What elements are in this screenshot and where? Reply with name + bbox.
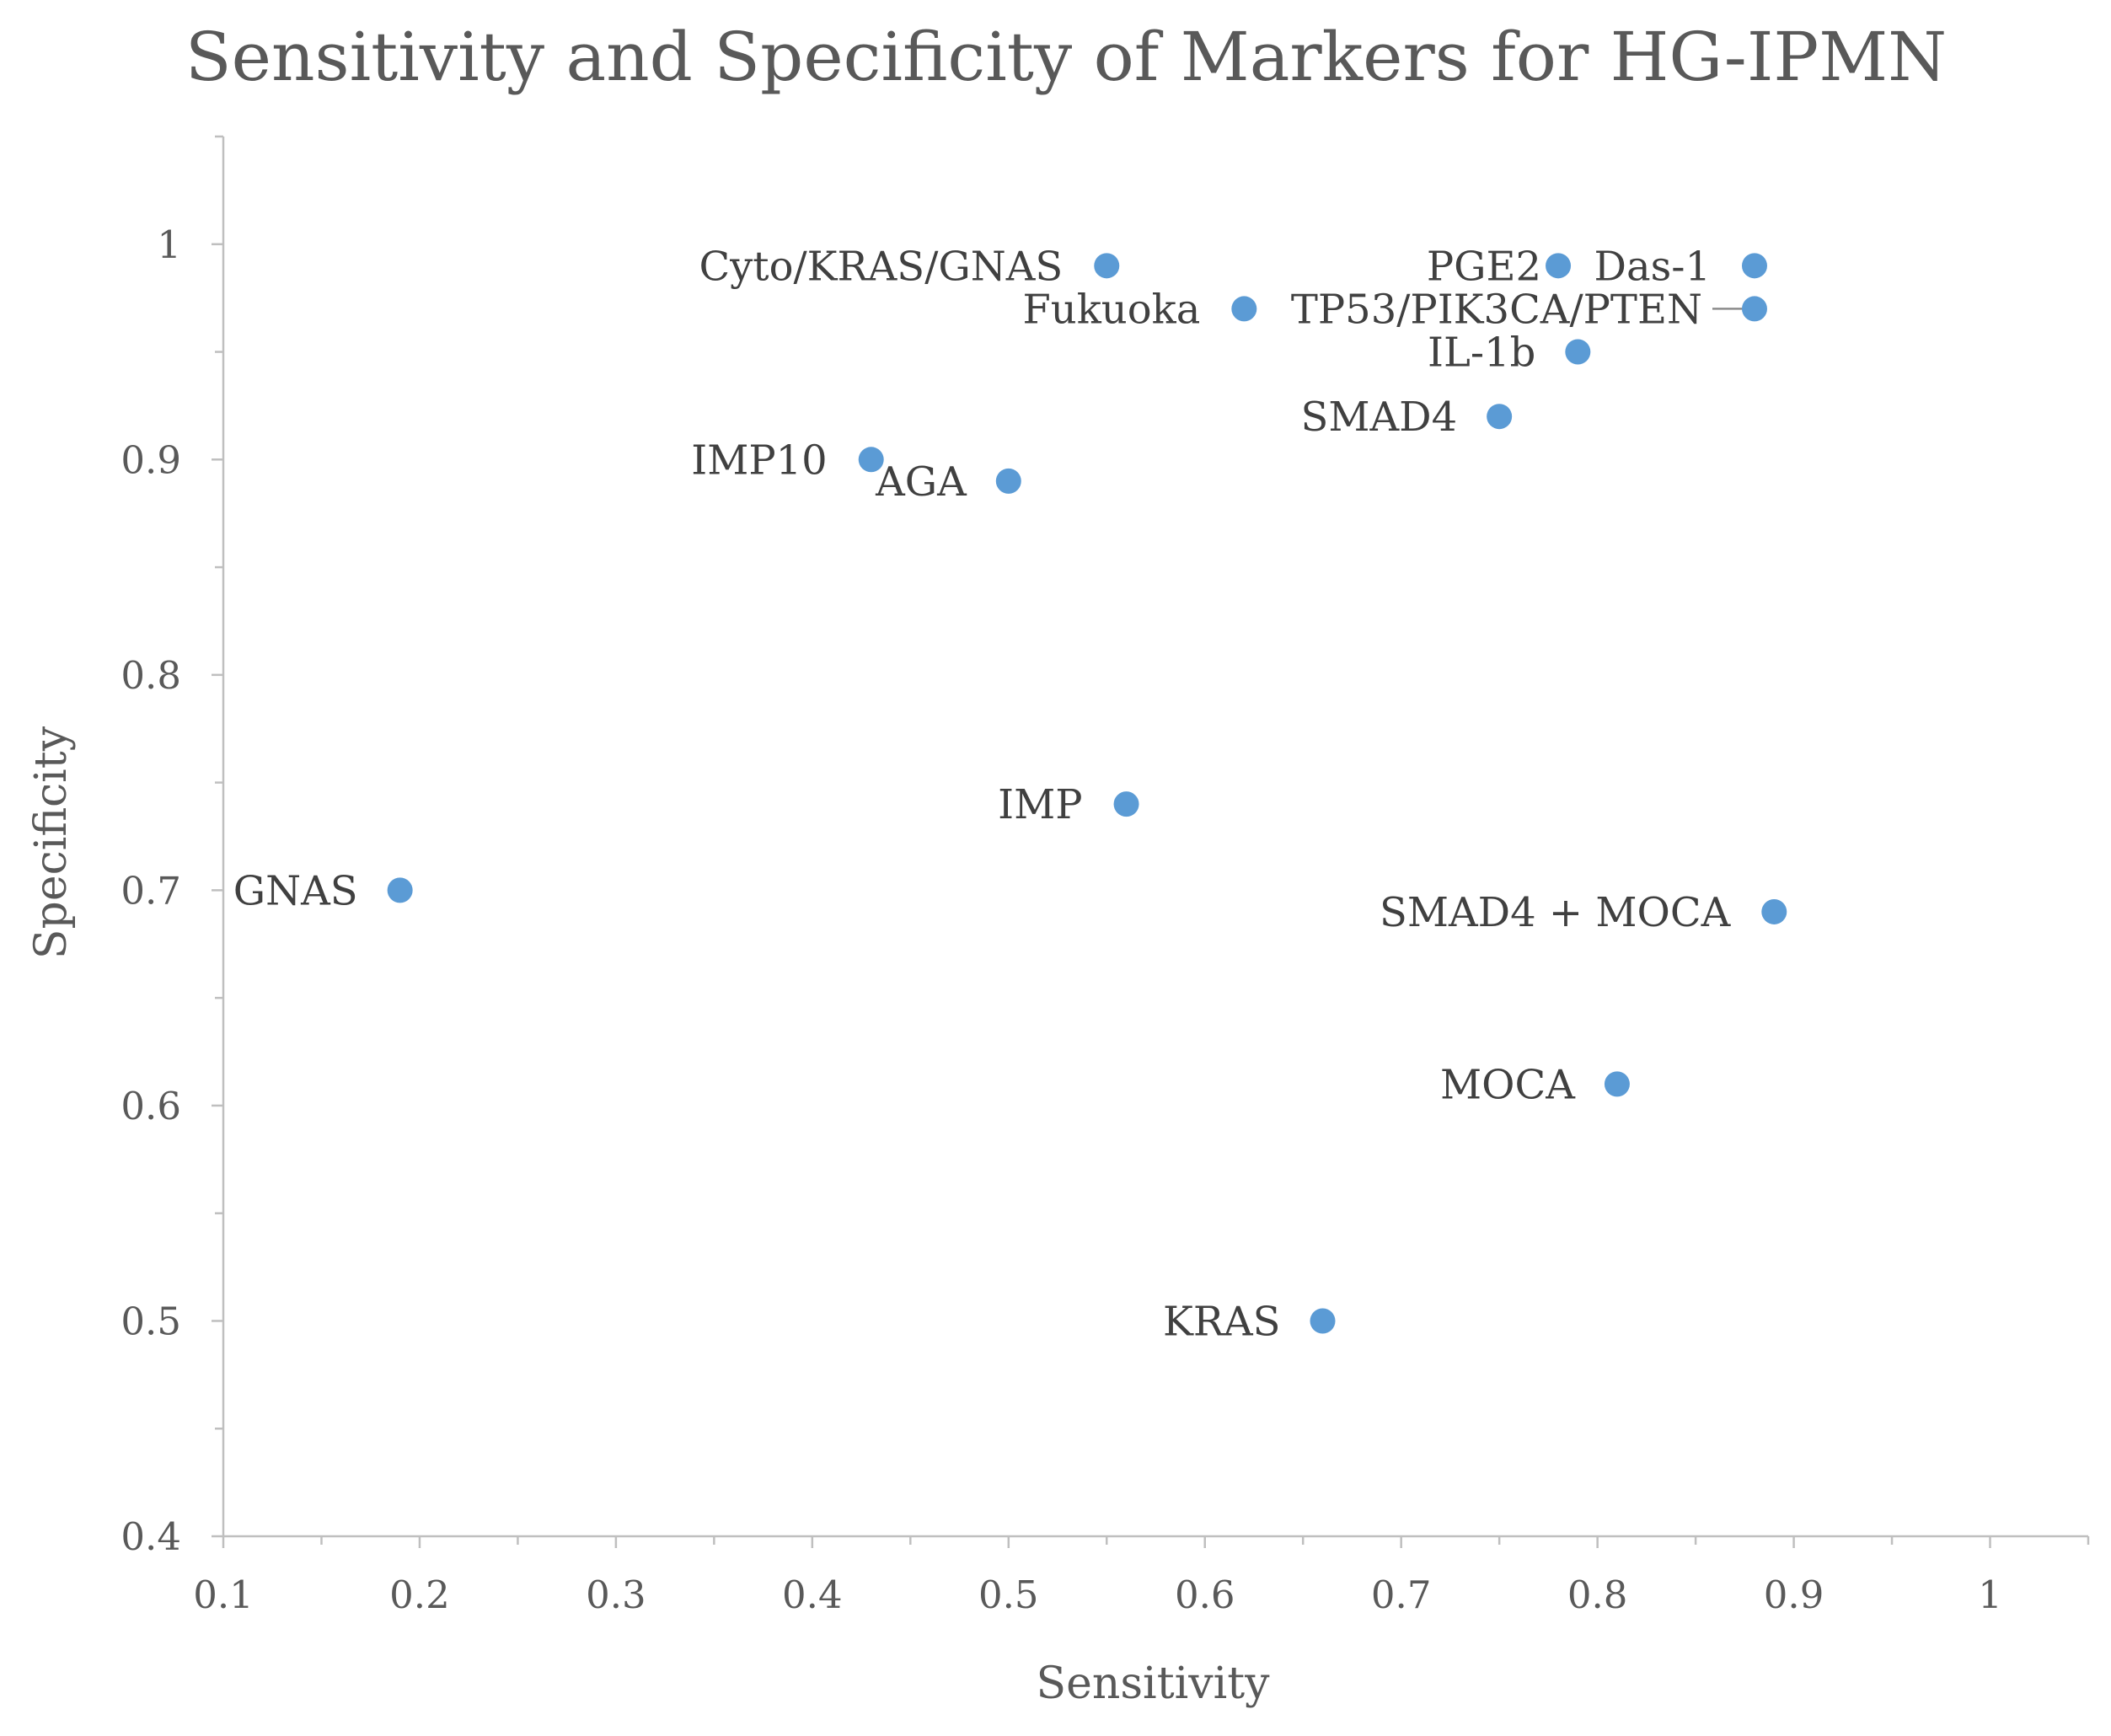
- data-label-imp: IMP: [998, 781, 1082, 828]
- data-point-smad4-moca: [1761, 898, 1787, 924]
- y-tick-label: 0.6: [121, 1084, 181, 1128]
- x-tick-label: 0.3: [586, 1573, 646, 1617]
- data-point-aga: [995, 468, 1021, 494]
- axes: [222, 137, 2088, 1538]
- data-point-il-1b: [1565, 339, 1591, 365]
- data-point-kras: [1310, 1308, 1336, 1334]
- y-tick-label: 0.5: [121, 1299, 181, 1343]
- axis-ticks: [212, 135, 2090, 1548]
- data-label-cyto-kras-gnas: Cyto/KRAS/GNAS: [699, 243, 1063, 290]
- x-tick-label: 0.4: [782, 1573, 843, 1617]
- x-tick-label: 0.6: [1175, 1573, 1235, 1617]
- data-point-fukuoka: [1231, 296, 1257, 322]
- data-point-imp10: [858, 447, 884, 473]
- y-axis-title: Specificity: [26, 726, 77, 959]
- y-tick-label: 0.9: [121, 437, 181, 482]
- data-labels: Cyto/KRAS/GNAS PGE2 Das-1 Fukuoka TP53/PIK3C…: [233, 243, 1732, 1345]
- x-tick-label: 0.1: [193, 1573, 254, 1617]
- y-tick-label: 0.4: [121, 1514, 181, 1559]
- data-points: [387, 253, 1787, 1334]
- y-tick-label: 0.8: [121, 653, 181, 698]
- data-label-tp53-pik3ca-pten: TP53/PIK3CA/PTEN: [1291, 286, 1702, 333]
- x-tick-label: 0.5: [978, 1573, 1039, 1617]
- chart-title: Sensitivity and Specificity of Markers f…: [185, 18, 1947, 96]
- data-label-il-1b: IL-1b: [1428, 330, 1535, 377]
- data-label-pge2: PGE2: [1427, 243, 1541, 290]
- x-tick-label: 0.9: [1764, 1573, 1824, 1617]
- data-point-imp: [1113, 791, 1139, 817]
- data-point-pge2: [1546, 253, 1572, 279]
- data-point-smad4: [1487, 404, 1513, 430]
- data-label-smad4-moca: SMAD4 + MOCA: [1380, 889, 1732, 936]
- data-label-fukuoka: Fukuoka: [1022, 286, 1200, 333]
- x-tick-label: 1: [1978, 1573, 2002, 1617]
- axis-tick-labels: 0.1 0.2 0.3 0.4 0.5 0.6 0.7 0.8 0.9 1 0.4 0.5 0.6 0.7…: [121, 222, 2001, 1617]
- x-tick-label: 0.8: [1567, 1573, 1628, 1617]
- data-point-tp53-pik3ca-pten: [1741, 296, 1767, 322]
- x-tick-label: 0.2: [389, 1573, 450, 1617]
- y-tick-label: 1: [157, 222, 181, 267]
- data-point-moca: [1604, 1071, 1630, 1097]
- data-point-das-1: [1741, 253, 1767, 279]
- data-label-gnas: GNAS: [233, 867, 358, 914]
- data-label-aga: AGA: [875, 458, 967, 506]
- data-label-das-1: Das-1: [1594, 243, 1711, 290]
- data-point-cyto-kras-gnas: [1094, 253, 1120, 279]
- data-point-gnas: [387, 877, 413, 903]
- x-tick-label: 0.7: [1371, 1573, 1432, 1617]
- data-label-moca: MOCA: [1440, 1061, 1576, 1108]
- x-axis-title: Sensitivity: [1036, 1658, 1270, 1709]
- y-tick-label: 0.7: [121, 868, 181, 913]
- data-label-imp10: IMP10: [691, 437, 827, 484]
- data-label-kras: KRAS: [1163, 1298, 1281, 1345]
- data-label-smad4: SMAD4: [1300, 394, 1457, 441]
